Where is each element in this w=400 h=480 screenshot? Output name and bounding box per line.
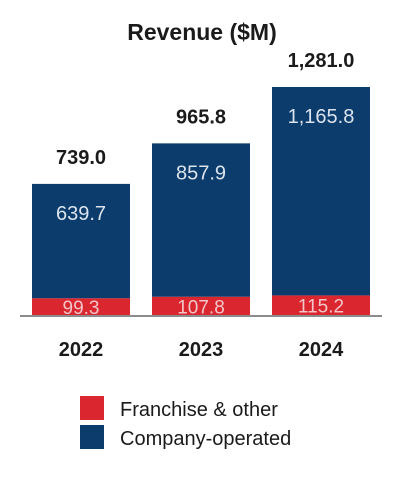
x-tick-labels: 2022 2023 2024 (59, 339, 344, 361)
total-label-2023: 965.8 (176, 106, 226, 128)
x-tick-2022: 2022 (59, 339, 104, 361)
bar-segment-2024-company (272, 87, 370, 296)
segment-label-franchise-2024: 115.2 (298, 297, 344, 318)
bar-segment-2022-franchise (32, 298, 130, 316)
chart-title: Revenue ($M) (127, 19, 277, 45)
bar-segment-2023-franchise (152, 296, 250, 316)
segment-label-company-2024: 1,165.8 (288, 106, 355, 128)
legend-swatch-company (80, 425, 104, 449)
x-tick-2024: 2024 (299, 339, 344, 361)
bar-segment-2024-franchise (272, 295, 370, 316)
segment-label-franchise-2023: 107.8 (177, 297, 225, 318)
legend-swatch-franchise (80, 396, 104, 420)
segment-label-company-2023: 857.9 (176, 162, 226, 184)
bar-segment-2022-company (32, 183, 130, 299)
total-label-2022: 739.0 (56, 147, 106, 169)
bars-group: 99.3 639.7 739.0 107.8 857.9 965.8 115.2 1,165.… (32, 50, 370, 319)
segment-label-company-2022: 639.7 (56, 203, 106, 225)
x-tick-2023: 2023 (179, 339, 224, 361)
legend-label-franchise: Franchise & other (120, 399, 278, 421)
legend: Franchise & other Company-operated (80, 396, 291, 450)
bar-segment-2023-company (152, 143, 250, 297)
total-label-2024: 1,281.0 (288, 50, 355, 72)
legend-label-company: Company-operated (120, 428, 291, 450)
segment-label-franchise-2022: 99.3 (63, 298, 100, 319)
